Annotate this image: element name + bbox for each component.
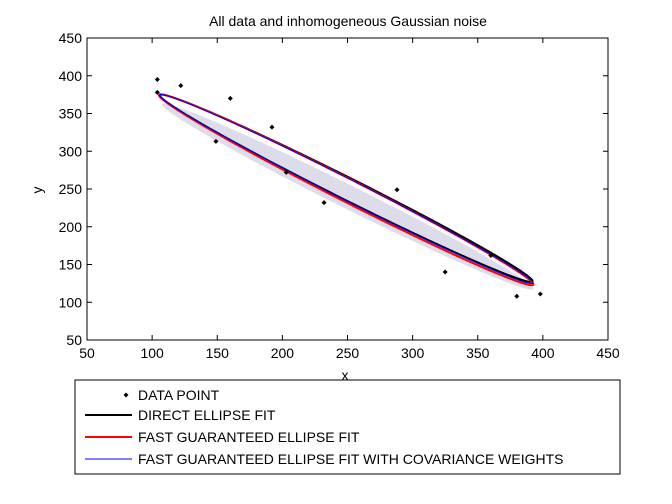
- data-point: [283, 169, 289, 175]
- legend-label-direct-fit: DIRECT ELLIPSE FIT: [138, 407, 276, 423]
- data-point: [321, 200, 327, 206]
- y-tick-label: 150: [59, 257, 83, 273]
- data-point: [227, 95, 233, 101]
- data-point: [213, 138, 219, 144]
- y-axis-label: y: [29, 187, 45, 194]
- x-axis-label: x: [342, 367, 349, 383]
- y-tick-label: 350: [59, 106, 83, 122]
- x-tick-label: 50: [79, 345, 95, 361]
- x-tick-label: 200: [271, 345, 295, 361]
- data-point: [394, 187, 400, 193]
- x-tick-label: 450: [596, 345, 620, 361]
- y-tick-label: 450: [59, 30, 83, 46]
- x-tick-label: 300: [401, 345, 425, 361]
- y-tick-label: 100: [59, 294, 83, 310]
- legend-box: [74, 379, 621, 475]
- y-tick-label: 400: [59, 68, 83, 84]
- y-tick-label: 50: [66, 332, 82, 348]
- x-tick-label: 100: [140, 345, 164, 361]
- y-tick-label: 250: [59, 181, 83, 197]
- legend-label-data-point: DATA POINT: [138, 387, 220, 403]
- data-point: [514, 293, 520, 299]
- chart-title: All data and inhomogeneous Gaussian nois…: [209, 13, 487, 29]
- x-tick-label: 400: [531, 345, 555, 361]
- data-point: [537, 291, 543, 297]
- data-point: [269, 124, 275, 130]
- x-tick-label: 350: [466, 345, 490, 361]
- legend-marker-data-point: [123, 392, 129, 398]
- noise-region: [161, 103, 534, 290]
- data-point: [488, 252, 494, 258]
- plot-area: [86, 37, 609, 341]
- legend-label-fast-guaranteed-fit: FAST GUARANTEED ELLIPSE FIT: [138, 429, 360, 445]
- data-point: [178, 83, 184, 89]
- x-tick-label: 250: [336, 345, 360, 361]
- data-point: [154, 89, 160, 95]
- data-point: [154, 77, 160, 83]
- y-tick-label: 200: [59, 219, 83, 235]
- legend: DATA POINT DIRECT ELLIPSE FIT FAST GUARA…: [74, 379, 621, 475]
- data-point: [442, 269, 448, 275]
- legend-label-covariance-weights-fit: FAST GUARANTEED ELLIPSE FIT WITH COVARIA…: [138, 451, 564, 467]
- y-tick-label: 300: [59, 143, 83, 159]
- ellipse-covariance-weights-fit: [158, 93, 534, 285]
- x-tick-label: 150: [206, 345, 230, 361]
